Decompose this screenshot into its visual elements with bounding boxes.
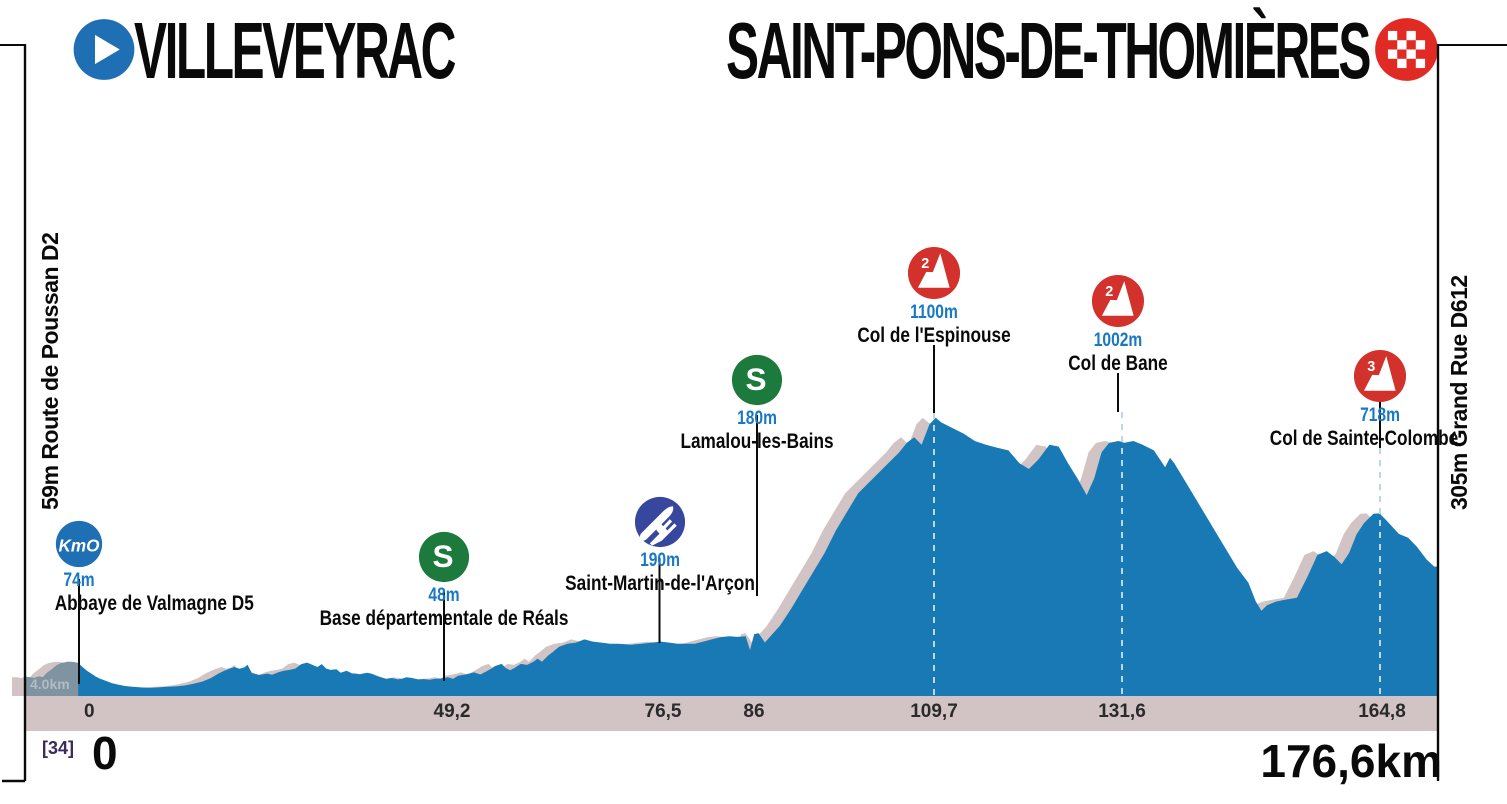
svg-text:4.0km: 4.0km xyxy=(30,676,70,692)
svg-text:KmO: KmO xyxy=(59,536,101,556)
svg-text:2: 2 xyxy=(921,256,929,272)
svg-text:S: S xyxy=(746,361,767,397)
svg-text:S: S xyxy=(433,538,454,574)
svg-text:3: 3 xyxy=(1367,359,1375,375)
svg-text:2: 2 xyxy=(1105,284,1113,300)
